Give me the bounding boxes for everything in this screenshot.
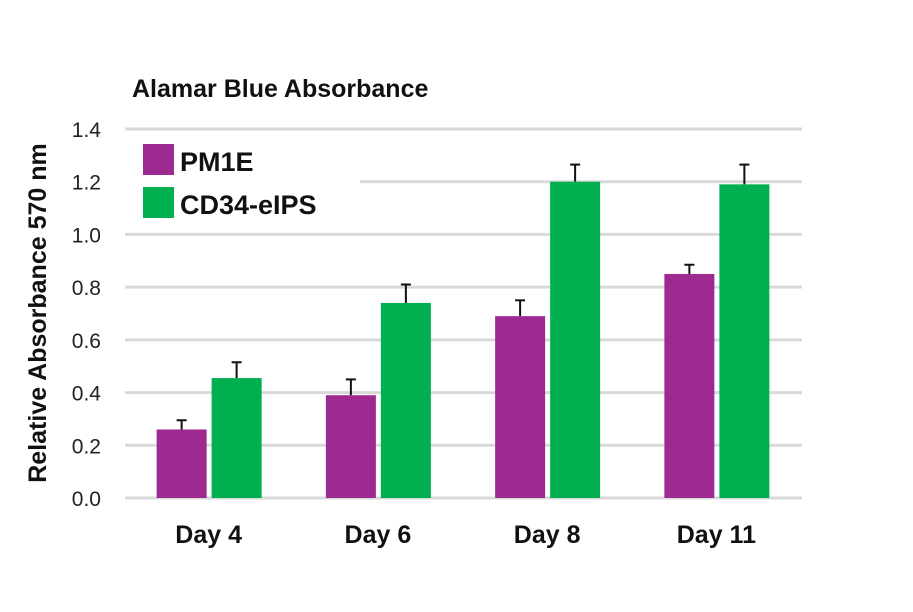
y-axis-label: Relative Absorbance 570 nm	[24, 143, 52, 483]
bar-cd34-eips	[719, 184, 770, 498]
y-tick-label: 0.2	[72, 435, 101, 458]
y-tick-label: 0.0	[72, 488, 101, 511]
chart-title: Alamar Blue Absorbance	[132, 75, 428, 103]
x-tick-label: Day 11	[677, 521, 756, 549]
y-tick-label: 0.8	[72, 277, 101, 300]
bar-pm1e	[495, 316, 546, 498]
y-tick-label: 1.2	[72, 172, 101, 195]
bar-pm1e	[664, 273, 715, 498]
x-tick-label: Day 8	[514, 521, 581, 549]
y-tick-label: 1.4	[72, 119, 102, 142]
legend-swatch	[143, 187, 174, 218]
y-tick-label: 1.0	[72, 224, 101, 247]
bar-cd34-eips	[211, 378, 262, 498]
bar-pm1e	[325, 395, 376, 498]
bar-pm1e	[156, 429, 207, 498]
legend-label: CD34-eIPS	[180, 190, 317, 220]
legend-label: PM1E	[180, 147, 254, 177]
y-tick-label: 0.4	[72, 383, 102, 406]
bar-cd34-eips	[380, 302, 431, 498]
x-tick-label: Day 4	[175, 521, 242, 549]
x-tick-label: Day 6	[345, 521, 412, 549]
bar-cd34-eips	[550, 181, 601, 498]
legend-swatch	[143, 144, 174, 175]
y-tick-label: 0.6	[72, 330, 101, 353]
